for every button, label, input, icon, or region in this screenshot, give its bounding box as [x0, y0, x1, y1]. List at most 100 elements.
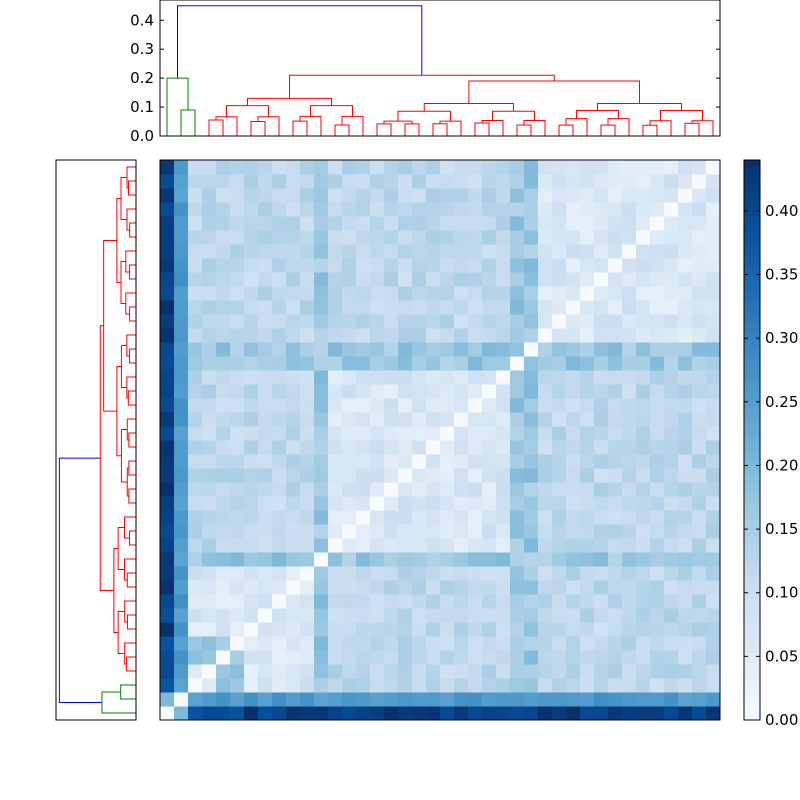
heatmap-cell: [706, 286, 721, 301]
heatmap-cell: [412, 202, 427, 217]
heatmap-cell: [454, 524, 469, 539]
heatmap-cell: [552, 664, 567, 679]
heatmap-cell: [454, 678, 469, 693]
heatmap-cell: [678, 636, 693, 651]
heatmap-cell: [664, 524, 679, 539]
heatmap-cell: [272, 230, 287, 245]
heatmap-cell: [342, 398, 357, 413]
left-dendrogram-link: [128, 460, 136, 476]
heatmap-cell: [258, 580, 273, 595]
heatmap-cell: [258, 692, 273, 707]
heatmap-cell: [300, 160, 315, 175]
heatmap-cell: [286, 342, 301, 357]
heatmap-cell: [440, 160, 455, 175]
left-dendrogram-link: [117, 527, 125, 570]
heatmap-cell: [482, 678, 497, 693]
heatmap-cell: [426, 692, 441, 707]
heatmap-cell: [524, 272, 539, 287]
heatmap-cell: [706, 174, 721, 189]
heatmap-cell: [300, 314, 315, 329]
heatmap-cell: [538, 594, 553, 609]
heatmap-cell: [538, 454, 553, 469]
heatmap-cell: [258, 202, 273, 217]
heatmap-cell: [174, 664, 189, 679]
heatmap-cell: [454, 538, 469, 553]
heatmap-cell: [622, 580, 637, 595]
heatmap-cell: [580, 384, 595, 399]
heatmap-cell: [286, 482, 301, 497]
heatmap-cell: [580, 510, 595, 525]
heatmap-cell: [440, 496, 455, 511]
heatmap-cell: [188, 314, 203, 329]
heatmap-cell: [468, 300, 483, 315]
heatmap-cell: [216, 580, 231, 595]
heatmap-cell: [622, 622, 637, 637]
top-dendrogram-link: [341, 115, 364, 136]
heatmap-cell: [496, 412, 511, 427]
heatmap-cell: [370, 328, 385, 343]
heatmap-cell: [384, 496, 399, 511]
left-dendrogram-link: [120, 261, 126, 304]
heatmap-cell: [468, 454, 483, 469]
heatmap-cell: [538, 622, 553, 637]
heatmap-cell: [258, 482, 273, 497]
heatmap-cell: [594, 580, 609, 595]
heatmap-cell: [692, 244, 707, 259]
heatmap-cell: [454, 412, 469, 427]
heatmap-cell: [706, 510, 721, 525]
heatmap-cell: [370, 622, 385, 637]
heatmap-cell: [552, 398, 567, 413]
heatmap-cell: [286, 594, 301, 609]
heatmap-cell: [678, 692, 693, 707]
heatmap-cell: [566, 468, 581, 483]
heatmap-cell: [398, 272, 413, 287]
heatmap-cell: [678, 286, 693, 301]
heatmap-cell: [510, 538, 525, 553]
heatmap-cell: [426, 286, 441, 301]
heatmap-cell: [216, 650, 231, 665]
heatmap-cell: [454, 356, 469, 371]
heatmap-cell: [510, 398, 525, 413]
heatmap-cell: [440, 384, 455, 399]
heatmap-cell: [524, 552, 539, 567]
heatmap-cell: [412, 524, 427, 539]
heatmap-cell: [678, 412, 693, 427]
heatmap-cell: [286, 566, 301, 581]
heatmap-cell: [300, 202, 315, 217]
heatmap-cell: [622, 202, 637, 217]
heatmap-cell: [230, 496, 245, 511]
heatmap-cell: [160, 244, 175, 259]
heatmap-cell: [664, 398, 679, 413]
heatmap-cell: [692, 510, 707, 525]
heatmap-cell: [230, 636, 245, 651]
heatmap-cell: [608, 538, 623, 553]
heatmap-cell: [258, 468, 273, 483]
heatmap-cell: [398, 454, 413, 469]
heatmap-cell: [552, 328, 567, 343]
heatmap-cell: [384, 678, 399, 693]
heatmap-cell: [552, 202, 567, 217]
heatmap-cell: [552, 286, 567, 301]
heatmap-cell: [524, 370, 539, 385]
heatmap-cell: [566, 552, 581, 567]
heatmap-cell: [552, 426, 567, 441]
heatmap-cell: [244, 286, 259, 301]
heatmap-cell: [258, 398, 273, 413]
heatmap-cell: [342, 440, 357, 455]
heatmap-cell: [678, 608, 693, 623]
heatmap-cell: [566, 650, 581, 665]
heatmap-cell: [566, 258, 581, 273]
heatmap-cell: [384, 188, 399, 203]
heatmap-cell: [622, 244, 637, 259]
heatmap-cell: [440, 594, 455, 609]
heatmap-cell: [412, 552, 427, 567]
heatmap-cell: [608, 440, 623, 455]
heatmap-cell: [440, 580, 455, 595]
heatmap-cell: [552, 566, 567, 581]
heatmap-cell: [286, 664, 301, 679]
colorbar-axis: 0.000.050.100.150.200.250.300.350.40: [744, 202, 798, 729]
heatmap-cell: [650, 706, 665, 721]
heatmap-cell: [692, 160, 707, 175]
heatmap-cell: [440, 286, 455, 301]
heatmap-cell: [482, 356, 497, 371]
